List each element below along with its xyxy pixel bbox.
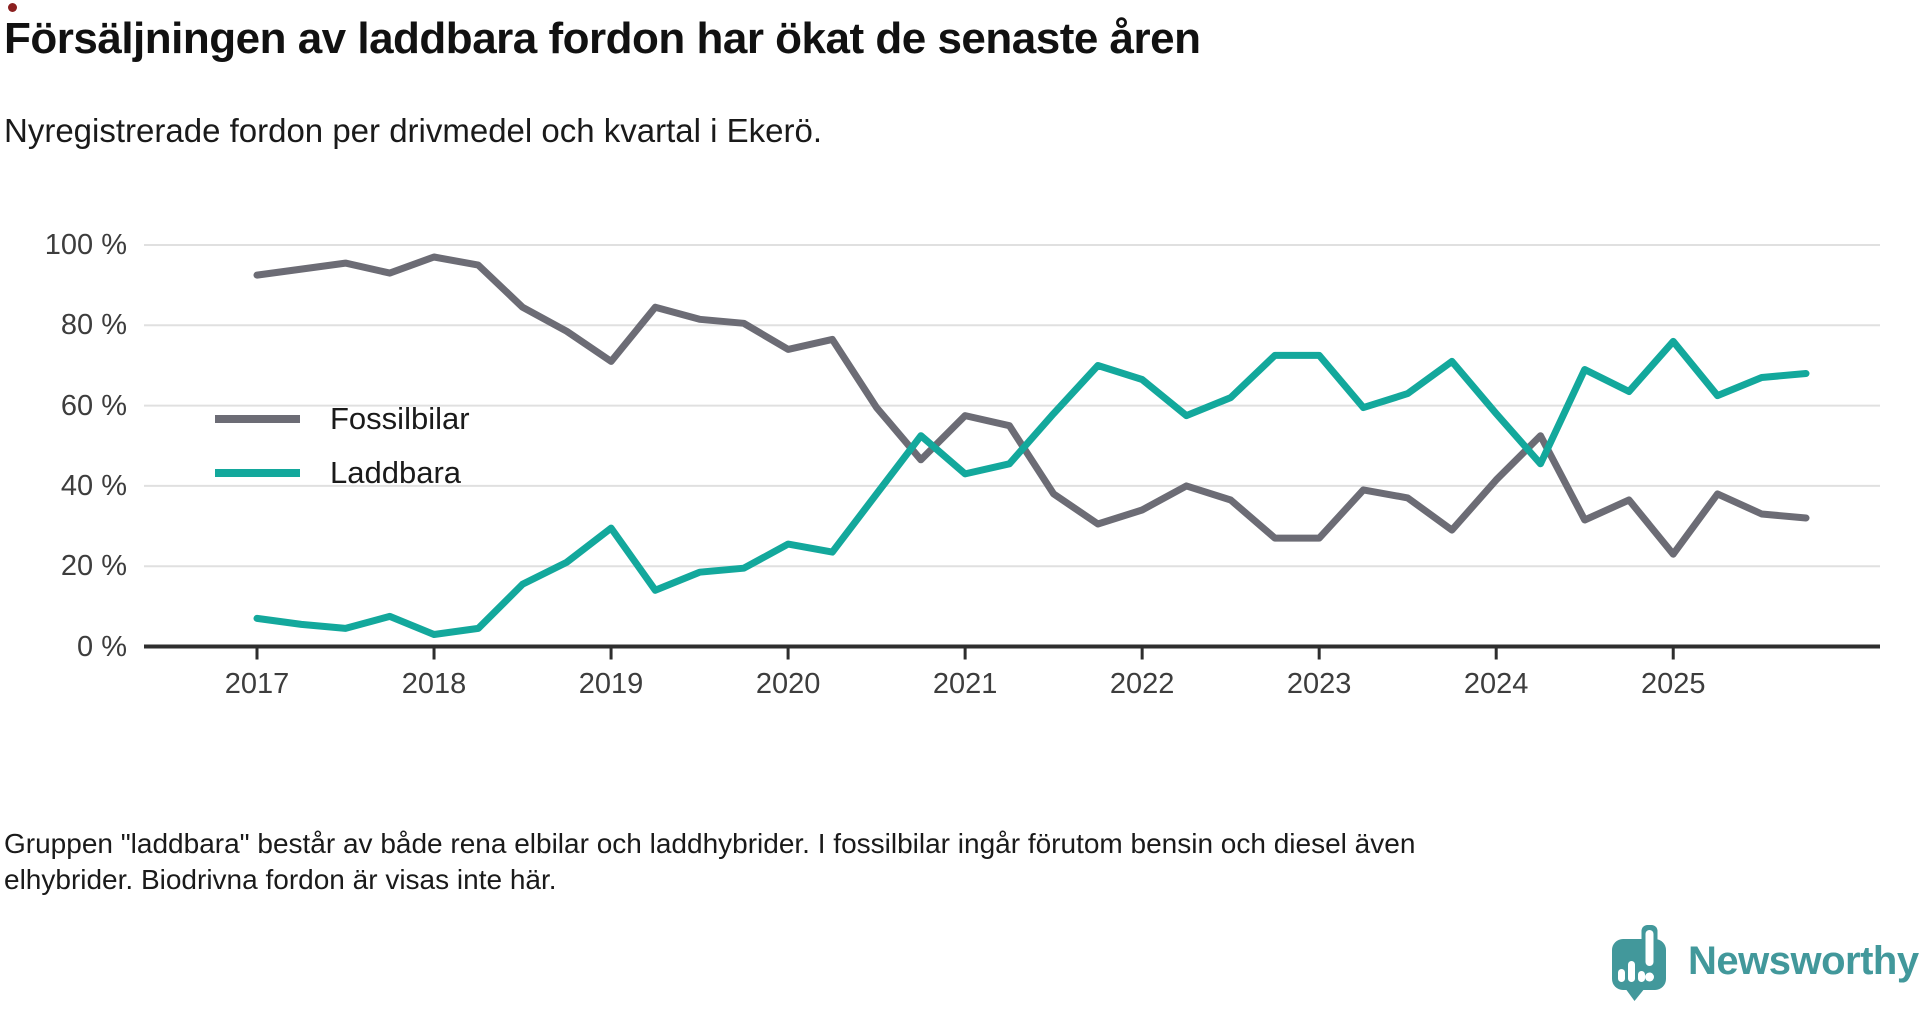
x-axis-label-2022: 2022 — [1109, 668, 1175, 700]
y-axis-label-80: 80 % — [60, 309, 127, 342]
x-axis-label-2017: 2017 — [224, 668, 290, 700]
footnote-line1: Gruppen "laddbara" består av både rena e… — [4, 828, 1416, 859]
fossilbilar-swatch — [215, 415, 300, 423]
series-line-laddbara — [253, 337, 1810, 638]
page-subtitle: Nyregistrerade fordon per drivmedel och … — [4, 112, 823, 149]
y-axis-label-100: 100 % — [44, 229, 127, 261]
y-axis-label-20: 20 % — [60, 550, 127, 583]
top-left-red-dot — [8, 3, 17, 12]
newsworthy-speech-bubble-bar-chart-icon — [1612, 925, 1666, 1001]
legend-item-laddbara: Laddbara — [215, 446, 470, 500]
footnote-line2: elhybrider. Biodrivna fordon är visas in… — [4, 864, 557, 895]
y-axis-label-0: 0 % — [77, 630, 127, 663]
footnote: Gruppen "laddbara" består av både rena e… — [4, 826, 1564, 898]
x-axis-label-2019: 2019 — [578, 668, 644, 700]
x-axis-label-2023: 2023 — [1286, 668, 1352, 700]
x-axis-label-2021: 2021 — [932, 668, 998, 700]
legend-label: Fossilbilar — [330, 401, 470, 436]
x-axis-label-2024: 2024 — [1463, 668, 1529, 700]
newsworthy-logo: Newsworthy — [1604, 920, 1919, 1002]
x-axis-label-2020: 2020 — [755, 668, 821, 700]
laddbara-swatch — [215, 469, 300, 477]
legend-item-fossilbilar: Fossilbilar — [215, 392, 470, 446]
page-title: Försäljningen av laddbara fordon har öka… — [4, 14, 1201, 63]
brand-name: Newsworthy — [1688, 938, 1919, 983]
legend-label: Laddbara — [330, 455, 462, 490]
y-axis-label-60: 60 % — [60, 389, 127, 422]
x-axis-label-2018: 2018 — [401, 668, 467, 700]
chart-legend: Fossilbilar Laddbara — [215, 392, 470, 500]
y-axis-label-40: 40 % — [60, 469, 127, 502]
x-axis-label-2025: 2025 — [1640, 668, 1706, 700]
